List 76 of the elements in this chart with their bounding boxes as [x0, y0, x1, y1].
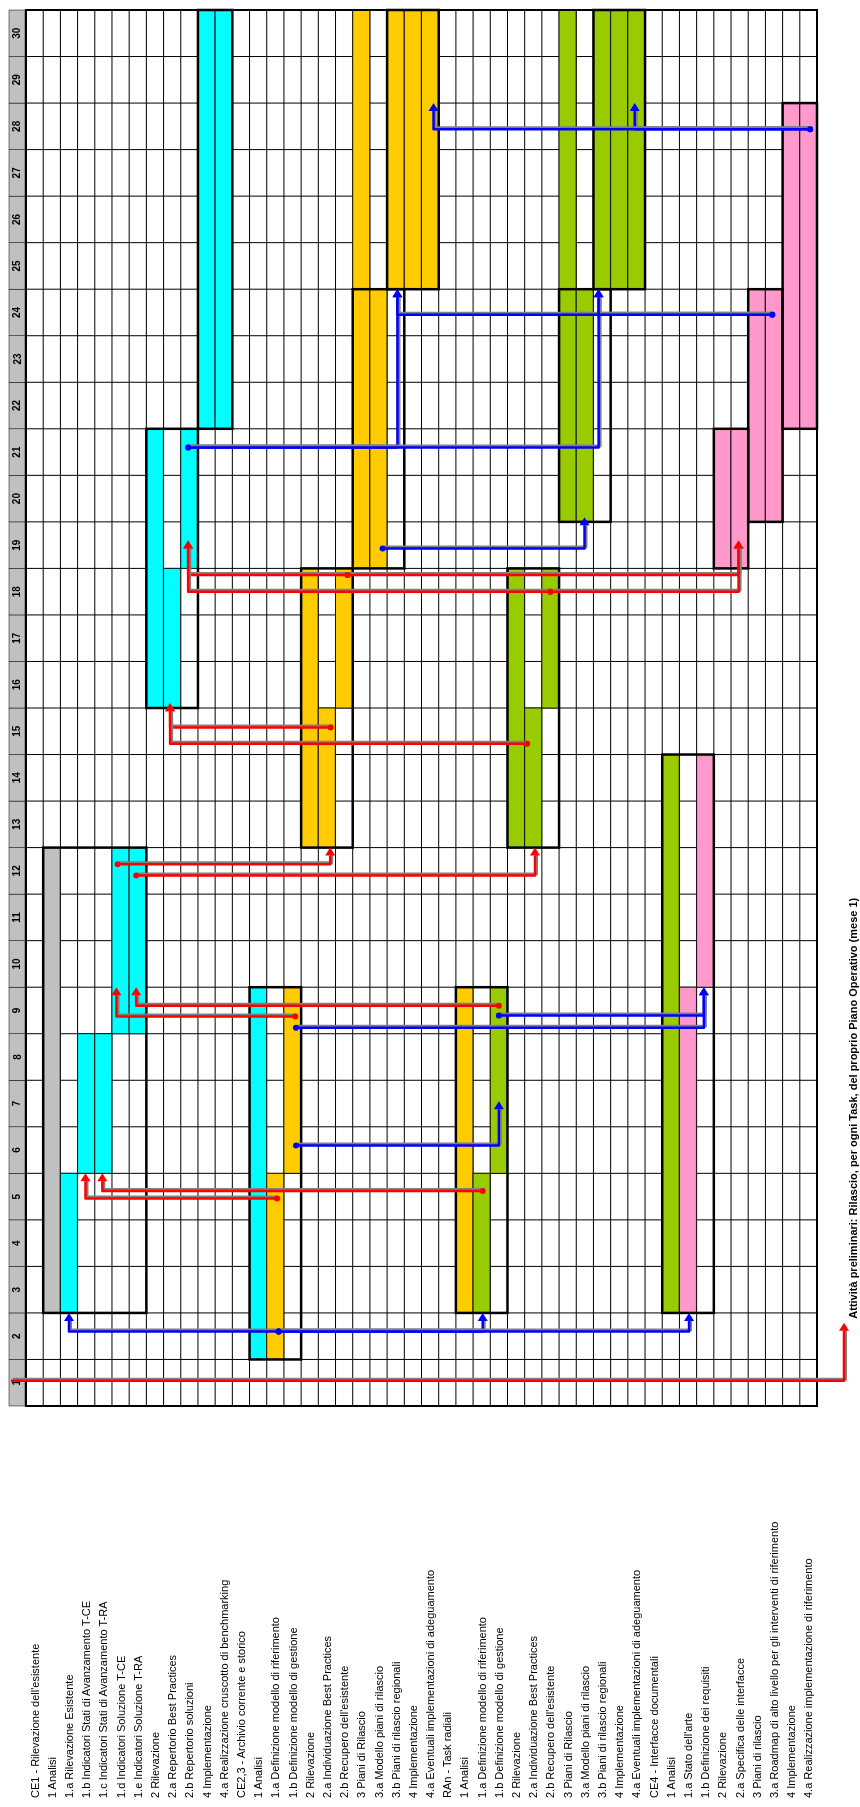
y-tick-label: 23	[11, 353, 23, 365]
x-tick-label: 1 Analisi	[664, 1757, 677, 1798]
x-tick-label: 1 Analisi	[252, 1757, 265, 1798]
y-tick-label: 17	[11, 632, 23, 644]
x-tick-label: 2.a Specifica delle interfacce	[733, 1657, 746, 1798]
x-tick-label: 1.b Definizione dei requisiti	[699, 1666, 712, 1798]
y-tick-label: 30	[11, 27, 23, 39]
x-tick-label: 2.b Repertorio soluzioni	[183, 1682, 196, 1798]
y-tick-label: 6	[11, 1146, 23, 1153]
y-tick-label: 10	[11, 957, 23, 970]
y-tick-label: 7	[11, 1100, 23, 1107]
x-tick-label: 4.a Realizzazione implementazione di riferimento	[802, 1558, 815, 1798]
y-tick-label: 11	[11, 911, 23, 923]
x-tick-label: 1.a Definizione modello di riferimento	[475, 1617, 488, 1798]
x-tick-label: 3.b Piani di rilascio regionali	[596, 1661, 609, 1798]
x-tick-label: 4 Implementazione	[406, 1705, 419, 1798]
x-tick-label: 4.a Realizzazione cruscotto di benchmarking	[217, 1579, 230, 1798]
x-tick-label: 3 Piani di Rilascio	[355, 1711, 368, 1798]
x-tick-label: 2 Rilevazione	[148, 1731, 161, 1798]
x-tick-label: 4 Implementazione	[613, 1705, 626, 1798]
y-tick-label: 25	[11, 259, 23, 272]
x-tick-label: 2.b Recupero dell'esistente	[544, 1665, 557, 1798]
x-tick-label: CE2,3 - Archivio corrente e storico	[234, 1631, 247, 1798]
y-tick-label: 26	[11, 213, 23, 225]
x-tick-label: 1 Analisi	[458, 1757, 471, 1798]
x-tick-label: 2.b Recupero dell'esistente	[338, 1665, 351, 1798]
x-tick-label: 1.a Definizione modello di riferimento	[269, 1617, 282, 1798]
x-tick-label: 1.b Definizione modello di gestione	[492, 1627, 505, 1798]
y-tick-label: 19	[11, 539, 23, 551]
y-tick-label: 28	[11, 120, 23, 132]
y-tick-label: 3	[11, 1286, 23, 1293]
x-tick-label: 2 Rilevazione	[510, 1731, 523, 1798]
x-tick-label: 3 Piani di Rilascio	[561, 1711, 574, 1798]
y-tick-label: 29	[11, 73, 23, 86]
x-tick-label: 3 Piani di rilascio	[750, 1715, 763, 1798]
y-tick-label: 16	[11, 678, 23, 691]
x-tick-label: 2.a Repertorio Best Practices	[166, 1654, 179, 1798]
x-tick-label: 3.a Roadmap di alto livello per gli interventi di riferimento	[768, 1521, 781, 1798]
x-tick-label: 4.a Eventuali implementazioni di adeguamento	[630, 1569, 643, 1798]
y-tick-label: 4	[11, 1239, 23, 1246]
x-tick-label: RAn - Task radiali	[441, 1712, 454, 1798]
x-tick-label: 1.a Stato dell'arte	[682, 1712, 695, 1798]
x-tick-label: 2 Rilevazione	[716, 1731, 729, 1798]
y-tick-label: 22	[11, 399, 23, 412]
text: Attività preliminari: Rilascio, per ogni Task, del proprio Piano Operativo (mese 1)	[847, 897, 859, 1319]
y-tick-label: 9	[11, 1007, 23, 1014]
x-tick-label: 1 Analisi	[45, 1757, 58, 1798]
y-tick-label: 5	[11, 1193, 23, 1200]
y-tick-label: 8	[11, 1053, 23, 1060]
y-tick-label: 15	[11, 725, 23, 737]
y-tick-label: 13	[11, 818, 23, 830]
x-tick-label: 1.b Definizione modello di gestione	[286, 1627, 299, 1798]
x-tick-label: 4.a Eventuali implementazioni di adeguamento	[424, 1569, 437, 1798]
x-tick-label: CE4 - Interfacce documentali	[647, 1656, 660, 1798]
y-tick-label: 14	[11, 771, 23, 784]
x-tick-label: 4 Implementazione	[200, 1705, 213, 1798]
y-tick-label: 18	[11, 585, 23, 598]
y-tick-label: 20	[11, 492, 23, 505]
x-tick-label: 3.a Modello piani di rilascio	[578, 1665, 591, 1798]
x-tick-label: 3.b Piani di rilascio regionali	[389, 1661, 402, 1798]
x-tick-label: 2.a Individuazione Best Practices	[320, 1635, 333, 1798]
x-tick-label: 3.a Modello piani di rilascio	[372, 1665, 385, 1798]
y-tick-label: 27	[11, 166, 23, 179]
x-tick-label: 2 Rilevazione	[303, 1731, 316, 1798]
x-tick-label: 1.b Indicatori Stati di Avanzamento T-CE	[80, 1600, 93, 1798]
y-tick-label: 12	[11, 864, 23, 877]
y-tick-label: 2	[11, 1332, 23, 1339]
y-tick-label: 24	[11, 306, 23, 319]
x-tick-label: 1.c Indicatori Stati di Avanzamento T-RA	[97, 1600, 110, 1798]
x-tick-label: 1.e Indicatori Soluzione T-RA	[131, 1655, 144, 1798]
x-tick-label: CE1 - Rilevazione dell'esistente	[28, 1643, 41, 1798]
x-tick-label: 2.a Individuazione Best Practices	[527, 1635, 540, 1798]
x-tick-label: 1.d Indicatori Soluzione T-CE	[114, 1655, 127, 1798]
y-tick-label: 21	[11, 446, 23, 458]
x-tick-label: 4 Implementazione	[785, 1705, 798, 1798]
x-tick-label: 1.a Rilevazione Esistente	[62, 1674, 75, 1798]
